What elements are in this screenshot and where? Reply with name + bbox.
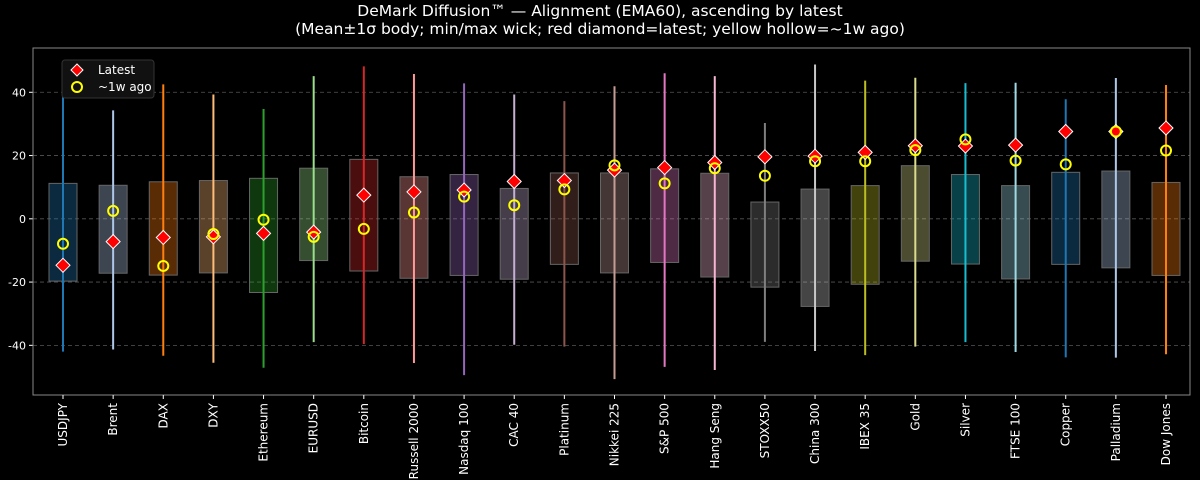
week-ago-marker xyxy=(207,227,220,240)
x-tick-label: DXY xyxy=(206,402,220,427)
y-tick-label: -20 xyxy=(8,276,26,289)
week-ago-marker xyxy=(257,213,270,226)
category-group-china-300: China 300 xyxy=(800,64,830,464)
week-ago-marker xyxy=(57,237,69,250)
x-tick-label: CAC 40 xyxy=(507,403,521,447)
week-ago-marker xyxy=(809,155,822,168)
x-tick-label: FTSE 100 xyxy=(1009,403,1023,459)
week-ago-marker xyxy=(909,144,922,157)
category-group-cac-40: CAC 40 xyxy=(499,94,529,447)
category-group-s-p-500: S&P 500 xyxy=(650,73,680,454)
category-group-dax: DAX xyxy=(148,84,178,428)
week-ago-marker xyxy=(608,159,621,172)
week-ago-marker xyxy=(959,133,972,146)
latest-marker xyxy=(155,229,171,246)
week-ago-marker xyxy=(708,162,721,175)
week-ago-marker xyxy=(157,259,170,272)
legend-frame xyxy=(61,59,155,99)
y-tick-label: 20 xyxy=(12,150,26,163)
category-group-brent: Brent xyxy=(98,110,128,436)
week-ago-marker xyxy=(558,183,571,196)
legend-latest-label: Latest xyxy=(98,63,135,77)
week-ago-marker xyxy=(307,230,320,243)
latest-marker xyxy=(55,257,71,274)
legend: Latest ~1w ago xyxy=(61,59,155,99)
legend-week-ago-icon xyxy=(71,81,83,93)
latest-marker xyxy=(356,187,372,203)
x-tick-label: China 300 xyxy=(808,403,822,464)
latest-marker xyxy=(757,149,773,165)
category-group-ethereum: Ethereum xyxy=(249,109,279,462)
y-tick-label: 40 xyxy=(12,86,26,99)
latest-marker xyxy=(1058,123,1074,140)
x-tick-label: Gold xyxy=(908,403,922,431)
week-ago-marker xyxy=(1009,154,1022,167)
x-tick-label: USDJPY xyxy=(56,402,70,446)
category-group-gold: Gold xyxy=(900,77,930,431)
latest-marker xyxy=(1158,120,1174,136)
week-ago-marker xyxy=(407,206,420,219)
x-tick-label: Dow Jones xyxy=(1159,403,1173,465)
x-tick-label: Nasdaq 100 xyxy=(457,403,471,475)
x-tick-label: EURUSD xyxy=(307,403,321,453)
x-tick-label: Silver xyxy=(958,403,972,437)
legend-latest-icon xyxy=(70,63,84,77)
x-tick-label: Nikkei 225 xyxy=(608,403,622,466)
category-group-stoxx50: STOXX50 xyxy=(750,122,780,458)
category-group-nikkei-225: Nikkei 225 xyxy=(600,86,629,466)
x-tick-label: Palladium xyxy=(1109,403,1123,461)
x-tick-label: DAX xyxy=(156,403,170,428)
latest-marker xyxy=(1007,137,1024,153)
week-ago-marker xyxy=(508,199,521,212)
x-tick-label: Ethereum xyxy=(257,403,271,462)
x-tick-label: IBEX 35 xyxy=(858,403,872,450)
latest-marker xyxy=(556,172,573,189)
legend-week-ago-label: ~1w ago xyxy=(98,80,152,94)
week-ago-marker xyxy=(859,155,872,168)
latest-marker xyxy=(506,173,522,190)
latest-marker xyxy=(857,144,873,161)
x-tick-label: Bitcoin xyxy=(357,403,371,444)
category-group-silver: Silver xyxy=(950,83,980,437)
category-group-platinum: Platinum xyxy=(549,101,579,456)
week-ago-marker xyxy=(458,190,471,203)
category-group-ibex-35: IBEX 35 xyxy=(850,80,880,450)
x-tick-label: Brent xyxy=(106,403,120,436)
category-group-usdjpy: USDJPY xyxy=(48,79,78,446)
plot-frame xyxy=(32,47,1191,396)
x-tick-label: STOXX50 xyxy=(758,403,772,458)
latest-marker xyxy=(656,159,673,176)
latest-marker xyxy=(255,225,272,242)
week-ago-marker xyxy=(107,204,120,217)
category-group-hang-seng: Hang Seng xyxy=(700,76,730,469)
week-ago-marker xyxy=(758,169,771,182)
category-group-bitcoin: Bitcoin xyxy=(349,66,379,444)
category-group-copper: Copper xyxy=(1051,99,1081,446)
x-tick-label: Platinum xyxy=(557,403,571,456)
y-tick-label: -40 xyxy=(8,339,26,352)
week-ago-marker xyxy=(357,222,370,235)
x-tick-label: Hang Seng xyxy=(708,403,722,469)
x-tick-label: Russell 2000 xyxy=(407,403,421,479)
category-group-eurusd: EURUSD xyxy=(299,76,329,453)
x-tick-label: S&P 500 xyxy=(658,403,672,454)
latest-marker xyxy=(406,184,422,200)
week-ago-marker xyxy=(1109,125,1122,138)
category-group-dow-jones: Dow Jones xyxy=(1151,85,1181,465)
category-group-russell-2000: Russell 2000 xyxy=(399,73,429,479)
x-tick-label: Copper xyxy=(1059,403,1073,446)
category-group-nasdaq-100: Nasdaq 100 xyxy=(449,83,479,475)
week-ago-marker xyxy=(1059,158,1072,171)
chart-title: DeMark Diffusion™ — Alignment (EMA60), a… xyxy=(357,2,843,20)
category-group-palladium: Palladium xyxy=(1101,78,1131,461)
latest-marker xyxy=(105,233,121,250)
week-ago-marker xyxy=(658,177,671,190)
chart-subtitle: (Mean±1σ body; min/max wick; red diamond… xyxy=(295,20,905,38)
category-group-ftse-100: FTSE 100 xyxy=(1001,82,1031,459)
week-ago-marker xyxy=(1160,144,1172,157)
y-tick-label: 0 xyxy=(19,213,26,226)
category-group-dxy: DXY xyxy=(198,94,228,428)
